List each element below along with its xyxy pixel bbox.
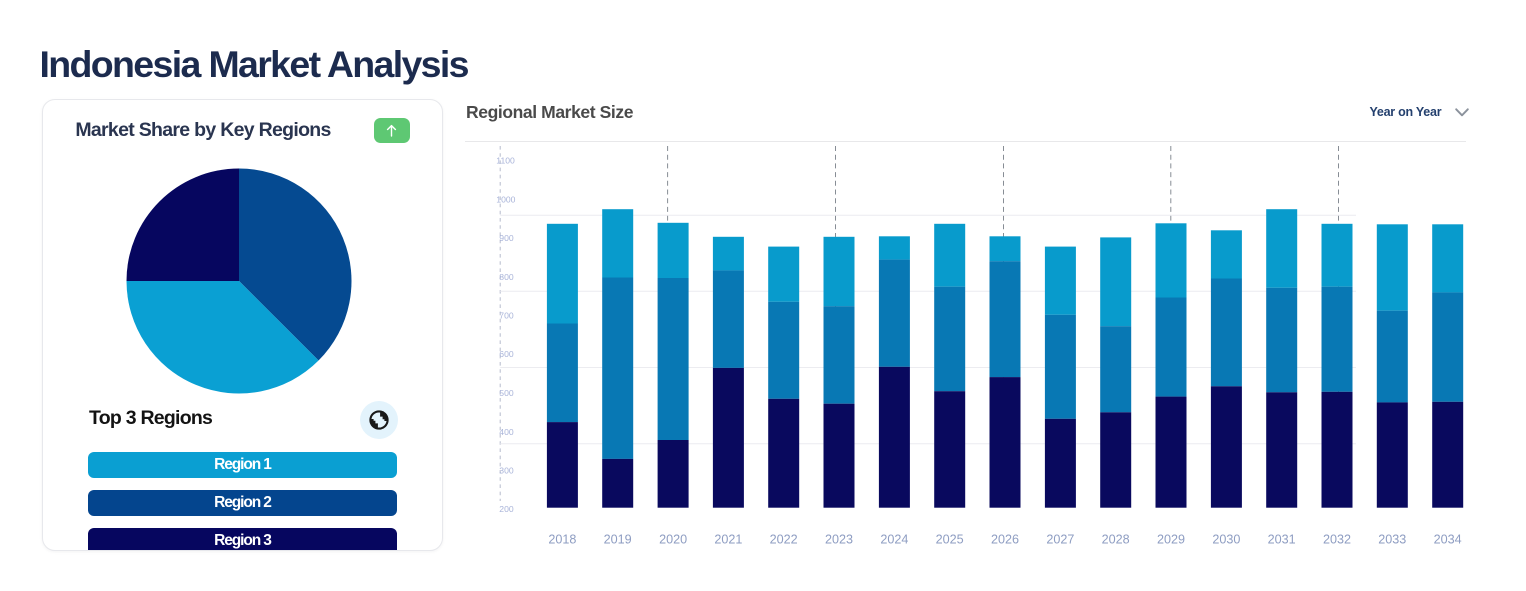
- svg-text:1000: 1000: [496, 194, 515, 204]
- svg-text:2020: 2020: [659, 532, 687, 546]
- svg-text:2030: 2030: [1212, 532, 1240, 546]
- svg-text:2033: 2033: [1378, 532, 1406, 546]
- svg-text:2021: 2021: [714, 532, 742, 546]
- svg-text:700: 700: [499, 311, 514, 321]
- svg-text:2018: 2018: [548, 532, 576, 546]
- svg-text:2028: 2028: [1102, 532, 1130, 546]
- svg-text:2025: 2025: [936, 532, 964, 546]
- svg-text:200: 200: [499, 504, 514, 514]
- svg-text:2031: 2031: [1268, 532, 1296, 546]
- svg-text:1100: 1100: [496, 156, 515, 166]
- svg-text:2022: 2022: [770, 532, 798, 546]
- svg-text:2034: 2034: [1434, 532, 1462, 546]
- svg-text:2029: 2029: [1157, 532, 1185, 546]
- svg-text:500: 500: [499, 388, 514, 398]
- svg-text:2019: 2019: [604, 532, 632, 546]
- svg-text:2023: 2023: [825, 532, 853, 546]
- svg-text:300: 300: [499, 466, 514, 476]
- svg-text:2026: 2026: [991, 532, 1019, 546]
- svg-text:400: 400: [499, 427, 514, 437]
- svg-text:900: 900: [499, 233, 514, 243]
- svg-text:2027: 2027: [1046, 532, 1074, 546]
- svg-text:800: 800: [499, 272, 514, 282]
- svg-text:2032: 2032: [1323, 532, 1351, 546]
- svg-text:600: 600: [499, 349, 514, 359]
- svg-text:2024: 2024: [880, 532, 908, 546]
